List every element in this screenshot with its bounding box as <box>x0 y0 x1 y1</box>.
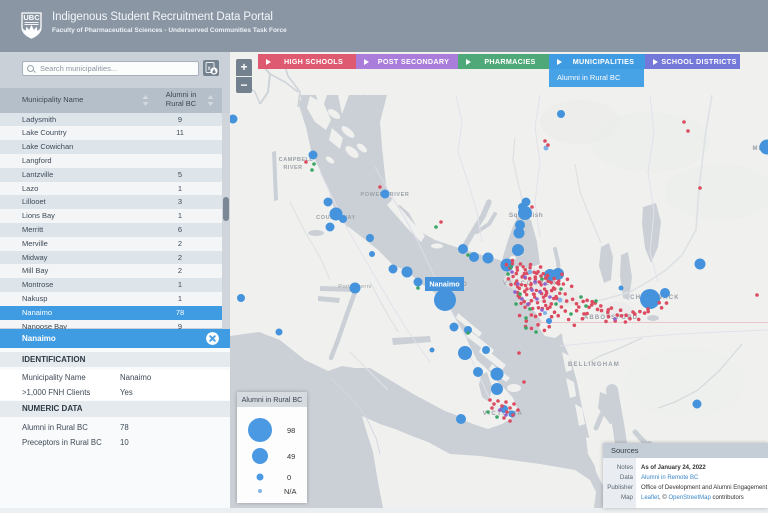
svg-text:BELLINGHAM: BELLINGHAM <box>568 362 620 368</box>
svg-text:UBC: UBC <box>23 13 40 22</box>
svg-text:0: 0 <box>287 473 291 482</box>
svg-text:N/A: N/A <box>284 487 297 496</box>
svg-text:49: 49 <box>287 452 295 461</box>
svg-text:RIVER: RIVER <box>283 165 302 171</box>
svg-text:CAMPBELL: CAMPBELL <box>279 157 314 163</box>
svg-text:Nanaimo: Nanaimo <box>429 280 460 289</box>
svg-text:98: 98 <box>287 426 295 435</box>
